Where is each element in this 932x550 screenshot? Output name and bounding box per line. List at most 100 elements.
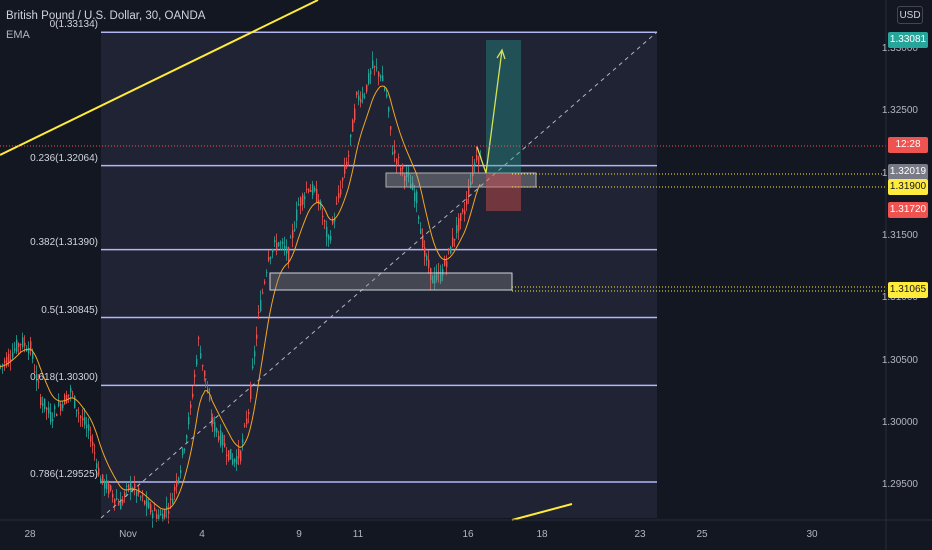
candle-body xyxy=(207,388,209,393)
price-axis-label: 1.32500 xyxy=(881,105,918,117)
candle-body xyxy=(352,119,354,132)
candle-body xyxy=(452,237,454,246)
candle-body xyxy=(334,218,336,222)
candle-body xyxy=(236,456,238,465)
candle-body xyxy=(388,107,390,112)
candle-body xyxy=(326,226,328,237)
candle-body xyxy=(374,66,376,68)
candle-body xyxy=(104,481,106,489)
candle-body xyxy=(338,193,340,199)
candle-body xyxy=(276,242,278,250)
candle-body xyxy=(258,311,260,314)
candle-body xyxy=(84,417,86,425)
candle-body xyxy=(368,73,370,84)
candle-body xyxy=(372,60,374,69)
candle-body xyxy=(226,454,228,457)
time-axis-label: 18 xyxy=(536,529,548,540)
candle-body xyxy=(134,483,136,489)
candle-body xyxy=(28,348,30,354)
supply-zone-box[interactable] xyxy=(385,172,537,188)
ema-indicator-label[interactable]: EMA xyxy=(6,29,30,41)
fib-level-label: 0.786(1.29525) xyxy=(30,468,98,480)
candle-body xyxy=(180,470,182,474)
candle-body xyxy=(118,502,120,506)
position-stop-zone[interactable] xyxy=(486,173,521,211)
candle-body xyxy=(136,491,138,496)
candle-body xyxy=(318,199,320,205)
candle-body xyxy=(78,412,80,414)
candle-body xyxy=(116,498,118,500)
ema-line xyxy=(0,85,481,510)
demand-zone-box[interactable] xyxy=(269,272,513,291)
candle-body xyxy=(40,397,42,405)
candle-body xyxy=(424,247,426,257)
candle-body xyxy=(376,67,378,69)
candle-body xyxy=(196,358,198,365)
candle-body xyxy=(126,485,128,487)
projection-arrow xyxy=(476,49,503,174)
candle-body xyxy=(198,337,200,339)
candle-body xyxy=(160,513,162,515)
candle-body xyxy=(168,511,170,514)
candle-body xyxy=(184,449,186,451)
candle-body xyxy=(332,219,334,224)
candle-body xyxy=(122,499,124,504)
candle-body xyxy=(2,364,4,366)
candle-body xyxy=(422,234,424,248)
candle-body xyxy=(214,422,216,432)
candle-body xyxy=(344,166,346,174)
candle-body xyxy=(418,216,420,219)
candle-body xyxy=(360,99,362,103)
candle-body xyxy=(76,409,78,412)
candle-body xyxy=(330,235,332,241)
candle-body xyxy=(248,412,250,415)
yellow-trendline-top[interactable] xyxy=(0,0,319,156)
candle-body xyxy=(270,257,272,259)
candle-body xyxy=(322,215,324,218)
candle-body xyxy=(20,344,22,346)
candle-body xyxy=(30,341,32,351)
candle-body xyxy=(304,196,306,200)
candle-body xyxy=(340,188,342,195)
yellow-trendline-bottom[interactable] xyxy=(511,503,573,521)
candle-body xyxy=(22,337,24,347)
candle-body xyxy=(272,249,274,253)
candle-body xyxy=(166,506,168,510)
candle-body xyxy=(436,271,438,280)
currency-button[interactable]: USD xyxy=(897,6,923,24)
candle-body xyxy=(468,186,470,197)
candle-body xyxy=(130,481,132,491)
candle-body xyxy=(380,76,382,79)
candle-body xyxy=(209,397,211,400)
candle-body xyxy=(242,439,244,443)
candle-body xyxy=(444,259,446,266)
candle-body xyxy=(364,96,366,98)
candle-body xyxy=(378,72,380,77)
candle-body xyxy=(246,418,248,425)
candle-body xyxy=(106,480,108,490)
candle-body xyxy=(200,353,202,359)
candle-body xyxy=(264,281,266,284)
candle-body xyxy=(80,416,82,418)
position-target-zone[interactable] xyxy=(486,40,521,173)
candle-body xyxy=(350,134,352,138)
candle-body xyxy=(244,425,246,427)
candle-body xyxy=(398,157,400,159)
candle-body xyxy=(64,394,66,405)
candle-body xyxy=(92,441,94,446)
candle-body xyxy=(124,492,126,497)
candle-body xyxy=(194,374,196,378)
candle-body xyxy=(310,190,312,192)
candle-body xyxy=(440,272,442,282)
level1-badge: 1.32019 xyxy=(888,164,928,180)
candle-body xyxy=(356,92,358,96)
candle-body xyxy=(382,75,384,82)
time-axis-label: 23 xyxy=(634,529,646,540)
candle-body xyxy=(108,483,110,494)
candle-body xyxy=(292,230,294,238)
chart-title[interactable]: British Pound / U.S. Dollar, 30, OANDA xyxy=(6,10,206,22)
candle-body xyxy=(316,188,318,203)
candle-body xyxy=(24,342,26,346)
